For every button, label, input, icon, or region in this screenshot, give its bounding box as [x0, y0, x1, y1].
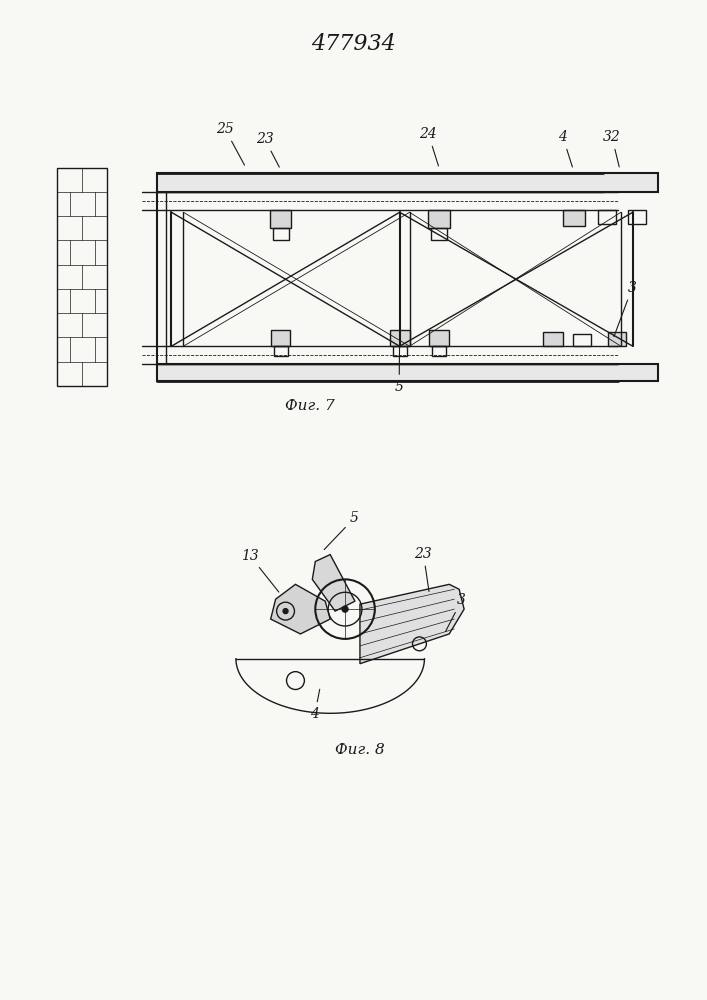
Bar	[628, 210, 645, 224]
Circle shape	[342, 606, 348, 612]
Bar	[598, 210, 616, 224]
Text: 24: 24	[419, 127, 438, 166]
Bar	[156, 364, 658, 381]
Bar	[433, 346, 446, 356]
Text: 32: 32	[603, 130, 621, 167]
Bar	[544, 332, 563, 346]
Polygon shape	[360, 584, 464, 664]
Text: 4: 4	[310, 689, 320, 721]
Bar	[271, 330, 291, 346]
Bar	[57, 168, 107, 386]
Text: 3: 3	[445, 593, 466, 631]
Bar	[563, 210, 585, 226]
Bar	[608, 332, 626, 346]
Text: 5: 5	[325, 511, 359, 550]
Bar	[273, 228, 288, 240]
Text: 477934: 477934	[310, 33, 395, 55]
Bar	[156, 173, 658, 192]
Text: 23: 23	[414, 547, 432, 592]
Text: 25: 25	[216, 122, 245, 165]
Polygon shape	[312, 555, 355, 611]
Text: 5: 5	[395, 342, 404, 394]
Text: 13: 13	[241, 549, 279, 592]
Circle shape	[283, 609, 288, 614]
Bar	[269, 210, 291, 228]
Bar	[573, 334, 591, 346]
Text: 23: 23	[256, 132, 279, 167]
Bar	[390, 330, 409, 346]
Text: Фиг. 8: Фиг. 8	[335, 743, 385, 757]
Bar	[429, 330, 449, 346]
Bar	[431, 228, 448, 240]
Bar	[428, 210, 450, 228]
Bar	[392, 346, 407, 356]
Polygon shape	[271, 584, 330, 634]
Text: 4: 4	[559, 130, 573, 167]
Text: 3: 3	[614, 281, 637, 337]
Text: Фиг. 7: Фиг. 7	[286, 399, 335, 413]
Bar	[274, 346, 288, 356]
